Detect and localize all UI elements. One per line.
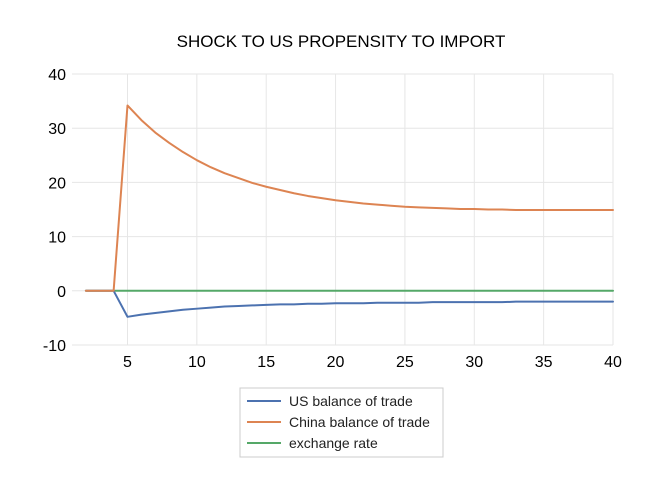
x-tick-label: 25 [396, 354, 414, 371]
y-tick-label: 0 [57, 284, 66, 301]
legend-label-us-balance-of-trade: US balance of trade [289, 393, 413, 409]
series-line-us-balance-of-trade [84, 289, 614, 318]
series-lines [84, 104, 614, 318]
legend: US balance of trade China balance of trad… [239, 387, 444, 458]
y-tick-label: 10 [48, 230, 66, 247]
y-tick-label: 40 [48, 67, 66, 84]
legend-label-exchange-rate: exchange rate [289, 435, 378, 451]
chart-title: SHOCK TO US PROPENSITY TO IMPORT [177, 32, 506, 51]
x-tick-label: 15 [257, 354, 275, 371]
x-tick-label: 40 [604, 354, 622, 371]
x-tick-label: 30 [465, 354, 483, 371]
series-line-china-balance-of-trade [84, 104, 614, 292]
legend-label-china-balance-of-trade: China balance of trade [289, 414, 430, 430]
y-tick-label: 20 [48, 175, 66, 192]
y-axis-ticks: -10 0 10 20 30 40 [43, 67, 66, 355]
x-tick-label: 10 [188, 354, 206, 371]
x-axis-ticks: 5 10 15 20 25 30 35 40 [123, 354, 622, 371]
x-tick-label: 35 [535, 354, 553, 371]
x-tick-label: 20 [327, 354, 345, 371]
legend-items: US balance of trade China balance of trad… [247, 393, 430, 451]
x-tick-label: 5 [123, 354, 132, 371]
y-tick-label: 30 [48, 121, 66, 138]
y-tick-label: -10 [43, 338, 66, 355]
